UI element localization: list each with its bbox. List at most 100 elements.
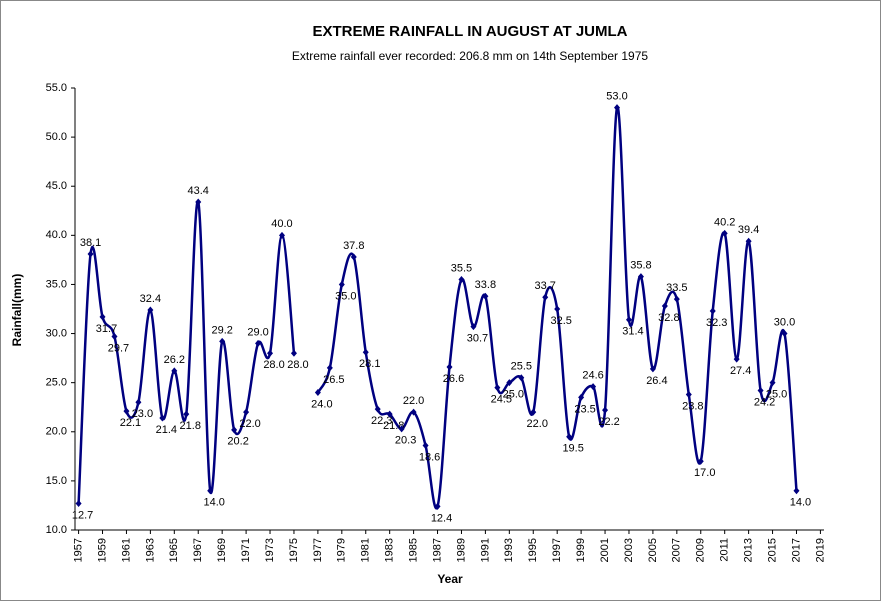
data-label: 17.0 xyxy=(694,467,715,479)
marker xyxy=(278,231,285,239)
marker xyxy=(685,390,692,398)
marker xyxy=(123,407,130,415)
data-label: 32.5 xyxy=(550,315,571,327)
marker xyxy=(231,426,238,434)
data-label: 28.0 xyxy=(263,359,284,371)
marker xyxy=(171,367,178,375)
marker xyxy=(338,280,345,288)
data-label: 12.7 xyxy=(72,509,93,521)
marker xyxy=(649,365,656,373)
marker xyxy=(745,237,752,245)
marker xyxy=(362,348,369,356)
x-tick-label: 2001 xyxy=(599,538,611,562)
data-label: 29.0 xyxy=(247,326,268,338)
data-label: 23.8 xyxy=(682,400,703,412)
marker xyxy=(578,393,585,401)
x-tick-label: 1989 xyxy=(455,538,467,562)
x-tick-label: 1979 xyxy=(336,538,348,562)
marker xyxy=(554,305,561,313)
marker xyxy=(207,487,214,495)
data-label: 25.0 xyxy=(766,389,787,401)
x-tick-label: 2015 xyxy=(766,538,778,562)
marker xyxy=(530,408,537,416)
marker xyxy=(159,414,166,422)
x-tick-label: 1961 xyxy=(120,538,132,562)
data-label: 22.0 xyxy=(403,395,424,407)
x-axis-title: Year xyxy=(437,572,463,586)
y-tick-label: 10.0 xyxy=(46,524,67,536)
data-label: 33.7 xyxy=(535,280,556,292)
y-tick-label: 30.0 xyxy=(46,327,67,339)
marker xyxy=(219,337,226,345)
data-label: 25.0 xyxy=(503,389,524,401)
marker xyxy=(267,349,274,357)
marker xyxy=(398,425,405,433)
x-tick-label: 1997 xyxy=(551,538,563,562)
x-tick-label: 1957 xyxy=(72,538,84,562)
marker xyxy=(793,487,800,495)
data-label: 29.7 xyxy=(108,342,129,354)
data-label: 24.6 xyxy=(582,370,603,382)
marker xyxy=(111,333,118,341)
data-label: 35.8 xyxy=(630,259,651,271)
y-tick-label: 20.0 xyxy=(46,426,67,438)
marker xyxy=(446,363,453,371)
marker xyxy=(255,339,262,347)
data-label: 22.0 xyxy=(527,418,548,430)
data-label: 22.3 xyxy=(371,415,392,427)
y-tick-label: 25.0 xyxy=(46,377,67,389)
data-label: 22.2 xyxy=(598,416,619,428)
marker xyxy=(147,306,154,314)
marker xyxy=(350,253,357,261)
x-tick-label: 2007 xyxy=(671,538,683,562)
marker xyxy=(709,307,716,315)
marker xyxy=(422,442,429,450)
data-label: 14.0 xyxy=(203,497,224,509)
data-label: 25.5 xyxy=(511,361,532,373)
chart-title: EXTREME RAINFALL IN AUGUST AT JUMLA xyxy=(313,23,628,40)
marker xyxy=(243,408,250,416)
data-label: 24.0 xyxy=(311,398,332,410)
marker xyxy=(482,292,489,300)
marker xyxy=(697,457,704,465)
data-label: 23.5 xyxy=(574,403,595,415)
x-tick-label: 2003 xyxy=(623,538,635,562)
x-tick-label: 1983 xyxy=(384,538,396,562)
marker xyxy=(757,387,764,395)
data-label: 26.5 xyxy=(323,374,344,386)
marker xyxy=(602,406,609,414)
x-tick-label: 1991 xyxy=(479,538,491,562)
x-tick-label: 2011 xyxy=(719,538,731,562)
data-label: 22.1 xyxy=(120,417,141,429)
x-tick-label: 1969 xyxy=(216,538,228,562)
x-tick-label: 2017 xyxy=(790,538,802,562)
chart-subtitle: Extreme rainfall ever recorded: 206.8 mm… xyxy=(292,49,649,63)
x-tick-label: 2005 xyxy=(647,538,659,562)
data-label: 26.2 xyxy=(164,354,185,366)
data-label: 38.1 xyxy=(80,237,101,249)
data-label: 27.4 xyxy=(730,365,751,377)
marker xyxy=(470,323,477,331)
data-label: 23.0 xyxy=(132,408,153,420)
marker xyxy=(494,384,501,392)
data-label: 20.3 xyxy=(395,435,416,447)
marker xyxy=(87,250,94,258)
marker xyxy=(781,330,788,338)
data-label: 29.2 xyxy=(211,324,232,336)
data-label: 30.7 xyxy=(467,333,488,345)
data-label: 22.0 xyxy=(239,418,260,430)
marker xyxy=(733,355,740,363)
marker xyxy=(195,198,202,206)
y-tick-label: 55.0 xyxy=(46,82,67,94)
marker xyxy=(518,374,525,382)
x-tick-label: 1967 xyxy=(192,538,204,562)
marker xyxy=(410,408,417,416)
data-label: 31.4 xyxy=(622,326,643,338)
data-label: 40.0 xyxy=(271,218,292,230)
data-label: 33.5 xyxy=(666,282,687,294)
x-tick-label: 1995 xyxy=(527,538,539,562)
marker xyxy=(637,273,644,281)
marker xyxy=(566,433,573,441)
